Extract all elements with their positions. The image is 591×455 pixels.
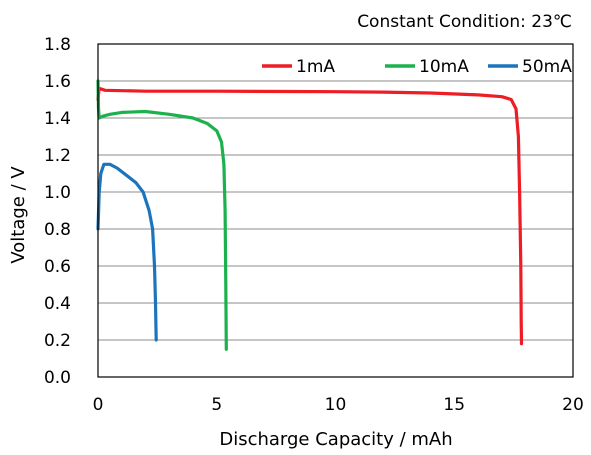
y-tick-label: 0.6 (44, 257, 71, 277)
y-tick-label: 1.8 (44, 35, 71, 55)
y-tick-labels: 0.0 0.2 0.4 0.6 0.8 1.0 1.2 1.4 1.6 1.8 (44, 35, 71, 388)
y-tick-label: 0.2 (44, 331, 71, 351)
legend-label: 10mA (419, 57, 469, 77)
x-axis-label: Discharge Capacity / mAh (219, 429, 452, 450)
y-axis-label: Voltage / V (8, 166, 29, 264)
plot-area-frame (97, 43, 574, 378)
y-tick-label: 0.8 (44, 220, 71, 240)
x-tick-label: 0 (93, 395, 104, 415)
y-tick-label: 1.2 (44, 146, 71, 166)
legend: 1mA 10mA 50mA (262, 57, 572, 77)
y-tick-label: 0.4 (44, 294, 71, 314)
x-tick-label: 10 (325, 395, 347, 415)
y-tick-label: 1.4 (44, 109, 71, 129)
x-tick-label: 5 (211, 395, 222, 415)
series-line-10mA (96, 79, 228, 351)
condition-label: Constant Condition: 23℃ (357, 12, 572, 32)
y-tick-label: 1.0 (44, 183, 71, 203)
series-line-1mA (96, 86, 524, 346)
x-tick-label: 15 (443, 395, 465, 415)
x-tick-label: 20 (562, 395, 584, 415)
legend-label: 50mA (522, 57, 572, 77)
legend-label: 1mA (296, 57, 335, 77)
series-layer (96, 79, 524, 351)
x-tick-labels: 0 5 10 15 20 (93, 395, 584, 415)
series-line-50mA (96, 162, 158, 342)
y-tick-label: 0.0 (44, 368, 71, 388)
grid-lines (98, 80, 573, 341)
y-tick-label: 1.6 (44, 72, 71, 92)
